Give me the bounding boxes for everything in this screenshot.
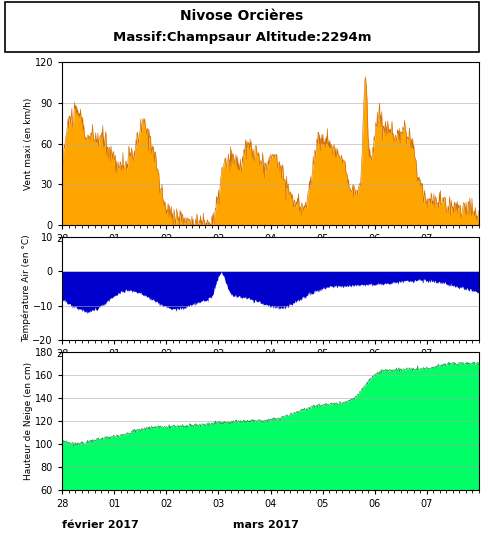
FancyBboxPatch shape bbox=[5, 2, 479, 52]
Text: mars 2017: mars 2017 bbox=[233, 520, 299, 530]
Text: février 2017: février 2017 bbox=[62, 520, 139, 530]
Y-axis label: Vent maxi (en km/h): Vent maxi (en km/h) bbox=[24, 97, 33, 190]
Text: Nivose Orcières: Nivose Orcières bbox=[181, 9, 303, 23]
Text: Massif:Champsaur Altitude:2294m: Massif:Champsaur Altitude:2294m bbox=[113, 31, 371, 44]
Y-axis label: Hauteur de Neige (en cm): Hauteur de Neige (en cm) bbox=[24, 362, 33, 480]
Y-axis label: Température Air (en °C): Température Air (en °C) bbox=[22, 235, 31, 342]
